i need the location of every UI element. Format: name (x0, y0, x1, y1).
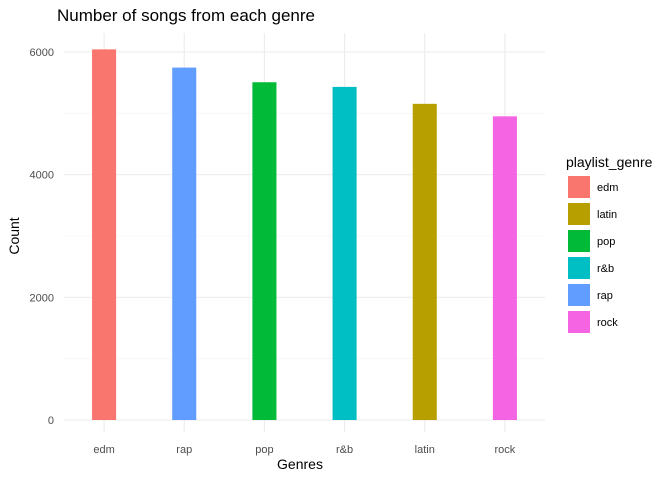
y-tick-label: 2000 (30, 292, 54, 304)
x-axis-label: Genres (277, 456, 323, 472)
legend-swatch-rock (568, 311, 590, 333)
legend-swatch-rap (568, 284, 590, 306)
legend-swatch-r&b (568, 257, 590, 279)
y-axis-label: Count (6, 217, 22, 254)
minor-grid (64, 113, 545, 359)
legend-swatch-edm (568, 176, 590, 198)
legend-swatch-latin (568, 203, 590, 225)
legend-label: rock (597, 317, 618, 329)
bar-latin (412, 103, 437, 421)
x-tick-label: rap (176, 444, 192, 456)
x-tick-label: r&b (336, 444, 353, 456)
y-tick-label: 6000 (30, 47, 54, 59)
bar-rock (492, 116, 517, 420)
x-tick-label: edm (93, 444, 114, 456)
bar-pop (252, 82, 277, 420)
legend-label: r&b (597, 263, 614, 275)
x-tick-labels: edm rap pop r&b latin rock (93, 444, 515, 456)
chart-title: Number of songs from each genre (57, 6, 315, 25)
major-grid (64, 33, 545, 432)
bars (92, 49, 517, 421)
bar-rap (172, 67, 197, 420)
legend-label: rap (597, 290, 613, 302)
x-tick-label: rock (495, 444, 516, 456)
legend-title: playlist_genre (566, 154, 653, 170)
legend-label: pop (597, 236, 615, 248)
legend: playlist_genre edm latin pop r&b rap rock (566, 154, 653, 333)
y-tick-label: 0 (48, 415, 54, 427)
x-tick-label: pop (255, 444, 273, 456)
bar-r&b (332, 86, 357, 420)
y-tick-label: 4000 (30, 170, 54, 182)
bar-edm (92, 49, 117, 420)
legend-swatch-pop (568, 230, 590, 252)
legend-label: latin (597, 209, 617, 221)
y-tick-labels: 0 2000 4000 6000 (30, 47, 54, 427)
x-tick-label: latin (415, 444, 435, 456)
legend-label: edm (597, 182, 618, 194)
